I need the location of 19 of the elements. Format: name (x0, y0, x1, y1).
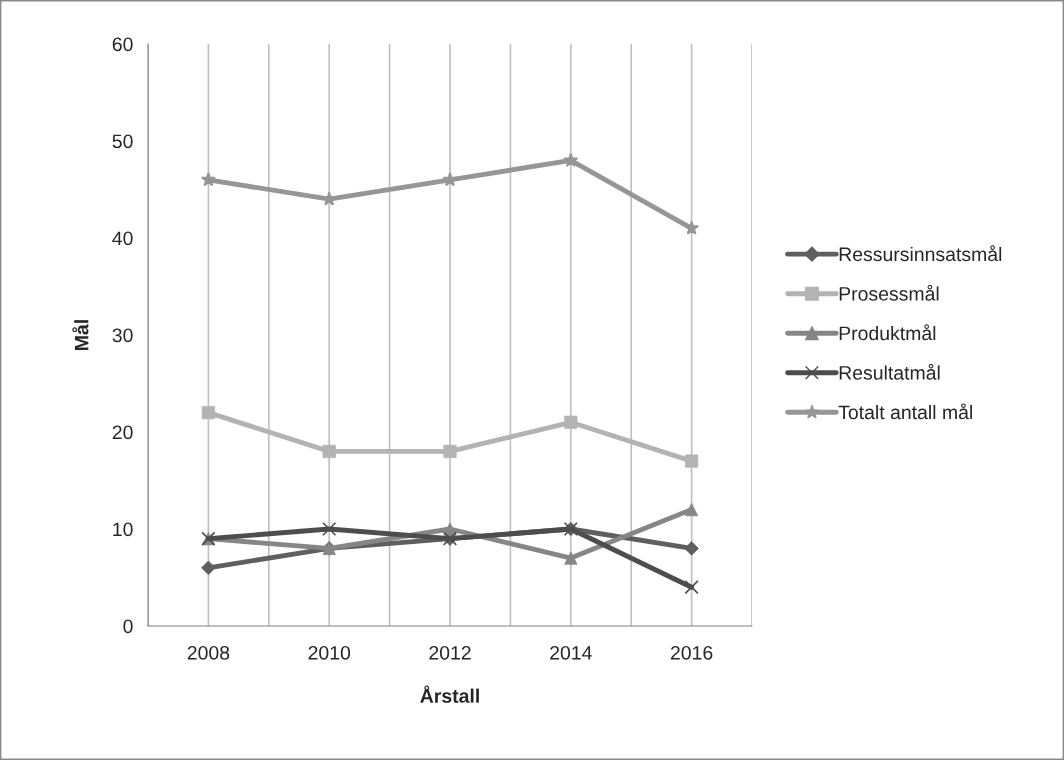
legend-label: Produktmål (839, 324, 936, 341)
legend-label: Totalt antall mål (838, 403, 972, 420)
x-axis-title: Årstall (420, 685, 479, 703)
y-tick-label: 30 (112, 328, 133, 343)
y-tick-label: 20 (112, 425, 133, 440)
y-tick-label: 0 (123, 619, 133, 634)
x-tick-label: 2008 (187, 645, 230, 660)
y-tick-label: 10 (113, 522, 133, 537)
y-tick-label: 40 (112, 231, 133, 246)
x-tick-label: 2010 (308, 645, 351, 660)
y-tick-label: 50 (112, 134, 133, 149)
x-tick-label: 2016 (670, 645, 713, 660)
legend-label: Prosessmål (839, 284, 939, 301)
x-tick-label: 2014 (550, 645, 592, 660)
legend-label: Ressursinnsatsmål (839, 245, 1002, 262)
x-tick-label: 2012 (429, 645, 471, 660)
y-tick-label: 60 (112, 37, 133, 52)
y-axis-title: Mål (72, 320, 89, 350)
legend-label: Resultatmål (839, 363, 940, 380)
